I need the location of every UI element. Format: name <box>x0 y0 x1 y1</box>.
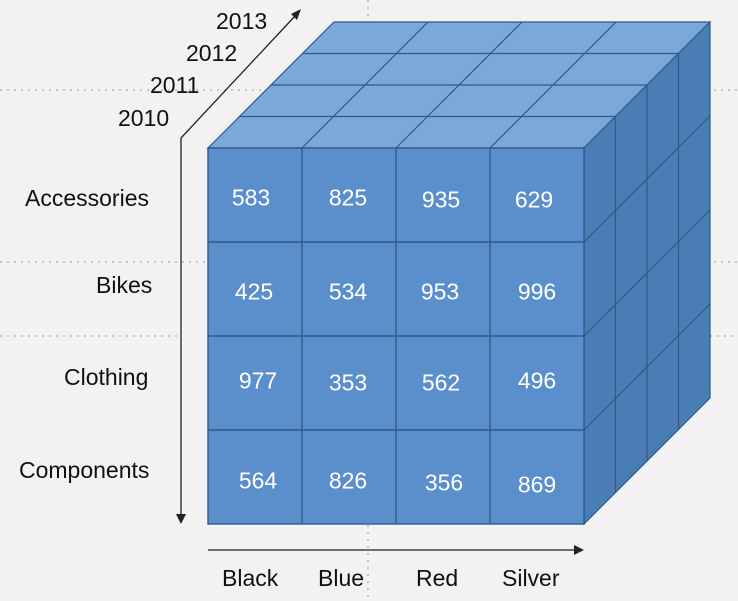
cell-value: 564 <box>238 467 278 494</box>
cell-value: 496 <box>517 367 557 394</box>
row-label-bikes: Bikes <box>96 272 153 298</box>
cell-value: 425 <box>234 278 274 305</box>
cell-value: 534 <box>328 278 368 305</box>
year-label-2012: 2012 <box>186 40 238 66</box>
row-label-clothing: Clothing <box>64 364 149 390</box>
year-axis <box>180 14 297 139</box>
cell-value: 996 <box>517 278 557 305</box>
cell-value: 935 <box>421 186 461 213</box>
cell-value: 629 <box>514 186 554 213</box>
row-label-components: Components <box>19 457 150 483</box>
side-grid-line <box>583 209 711 337</box>
cell-value: 869 <box>517 471 557 498</box>
cell-value: 826 <box>328 467 368 494</box>
row-label-accessories: Accessories <box>25 185 149 211</box>
col-label-black: Black <box>222 565 279 591</box>
col-label-silver: Silver <box>502 565 560 591</box>
year-label-2010: 2010 <box>118 105 170 131</box>
color-axis-arrow <box>574 545 584 555</box>
year-axis-arrow <box>291 9 301 20</box>
top-grid-line <box>489 21 617 149</box>
cell-value: 353 <box>328 369 368 396</box>
category-axis-arrow <box>176 514 186 524</box>
col-label-blue: Blue <box>318 565 365 591</box>
cell-value: 953 <box>420 278 460 305</box>
cell-value: 977 <box>238 367 278 394</box>
cell-value: 562 <box>421 369 461 396</box>
cell-value: 356 <box>424 469 464 496</box>
cube-faces <box>206 20 712 526</box>
cube-grid <box>208 21 711 524</box>
year-label-2011: 2011 <box>150 72 200 98</box>
cell-value: 825 <box>328 184 368 211</box>
axes <box>176 9 584 555</box>
cell-value: 583 <box>231 184 271 211</box>
col-label-red: Red <box>416 565 459 591</box>
year-label-2013: 2013 <box>216 8 268 34</box>
side-grid-line <box>583 303 711 431</box>
